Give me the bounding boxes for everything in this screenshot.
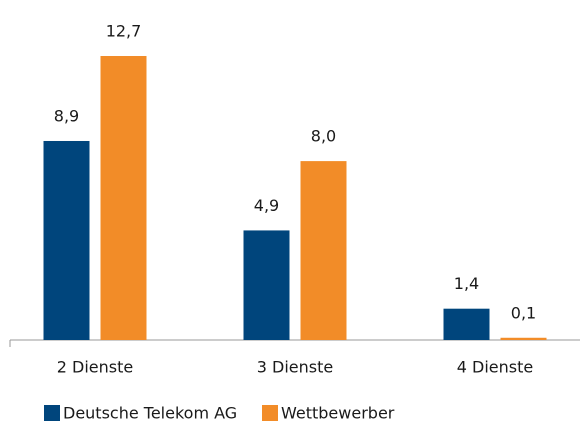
bar xyxy=(300,161,347,340)
value-label: 0,1 xyxy=(511,303,536,322)
bar xyxy=(443,308,490,340)
bar xyxy=(43,140,90,340)
x-tick-label: 2 Dienste xyxy=(57,358,133,377)
x-tick-label: 4 Dienste xyxy=(457,358,533,377)
bar xyxy=(500,337,547,340)
value-label: 8,9 xyxy=(54,106,79,125)
value-label: 1,4 xyxy=(454,274,479,293)
bar xyxy=(243,230,290,340)
value-label: 12,7 xyxy=(106,22,142,41)
value-label: 8,0 xyxy=(311,127,336,146)
x-tick-label: 3 Dienste xyxy=(257,358,333,377)
value-label: 4,9 xyxy=(254,196,279,215)
legend-label: Wettbewerber xyxy=(281,404,395,423)
legend-label: Deutsche Telekom AG xyxy=(63,404,237,423)
legend-swatch xyxy=(44,405,60,421)
bar xyxy=(100,56,147,341)
legend-swatch xyxy=(262,405,278,421)
